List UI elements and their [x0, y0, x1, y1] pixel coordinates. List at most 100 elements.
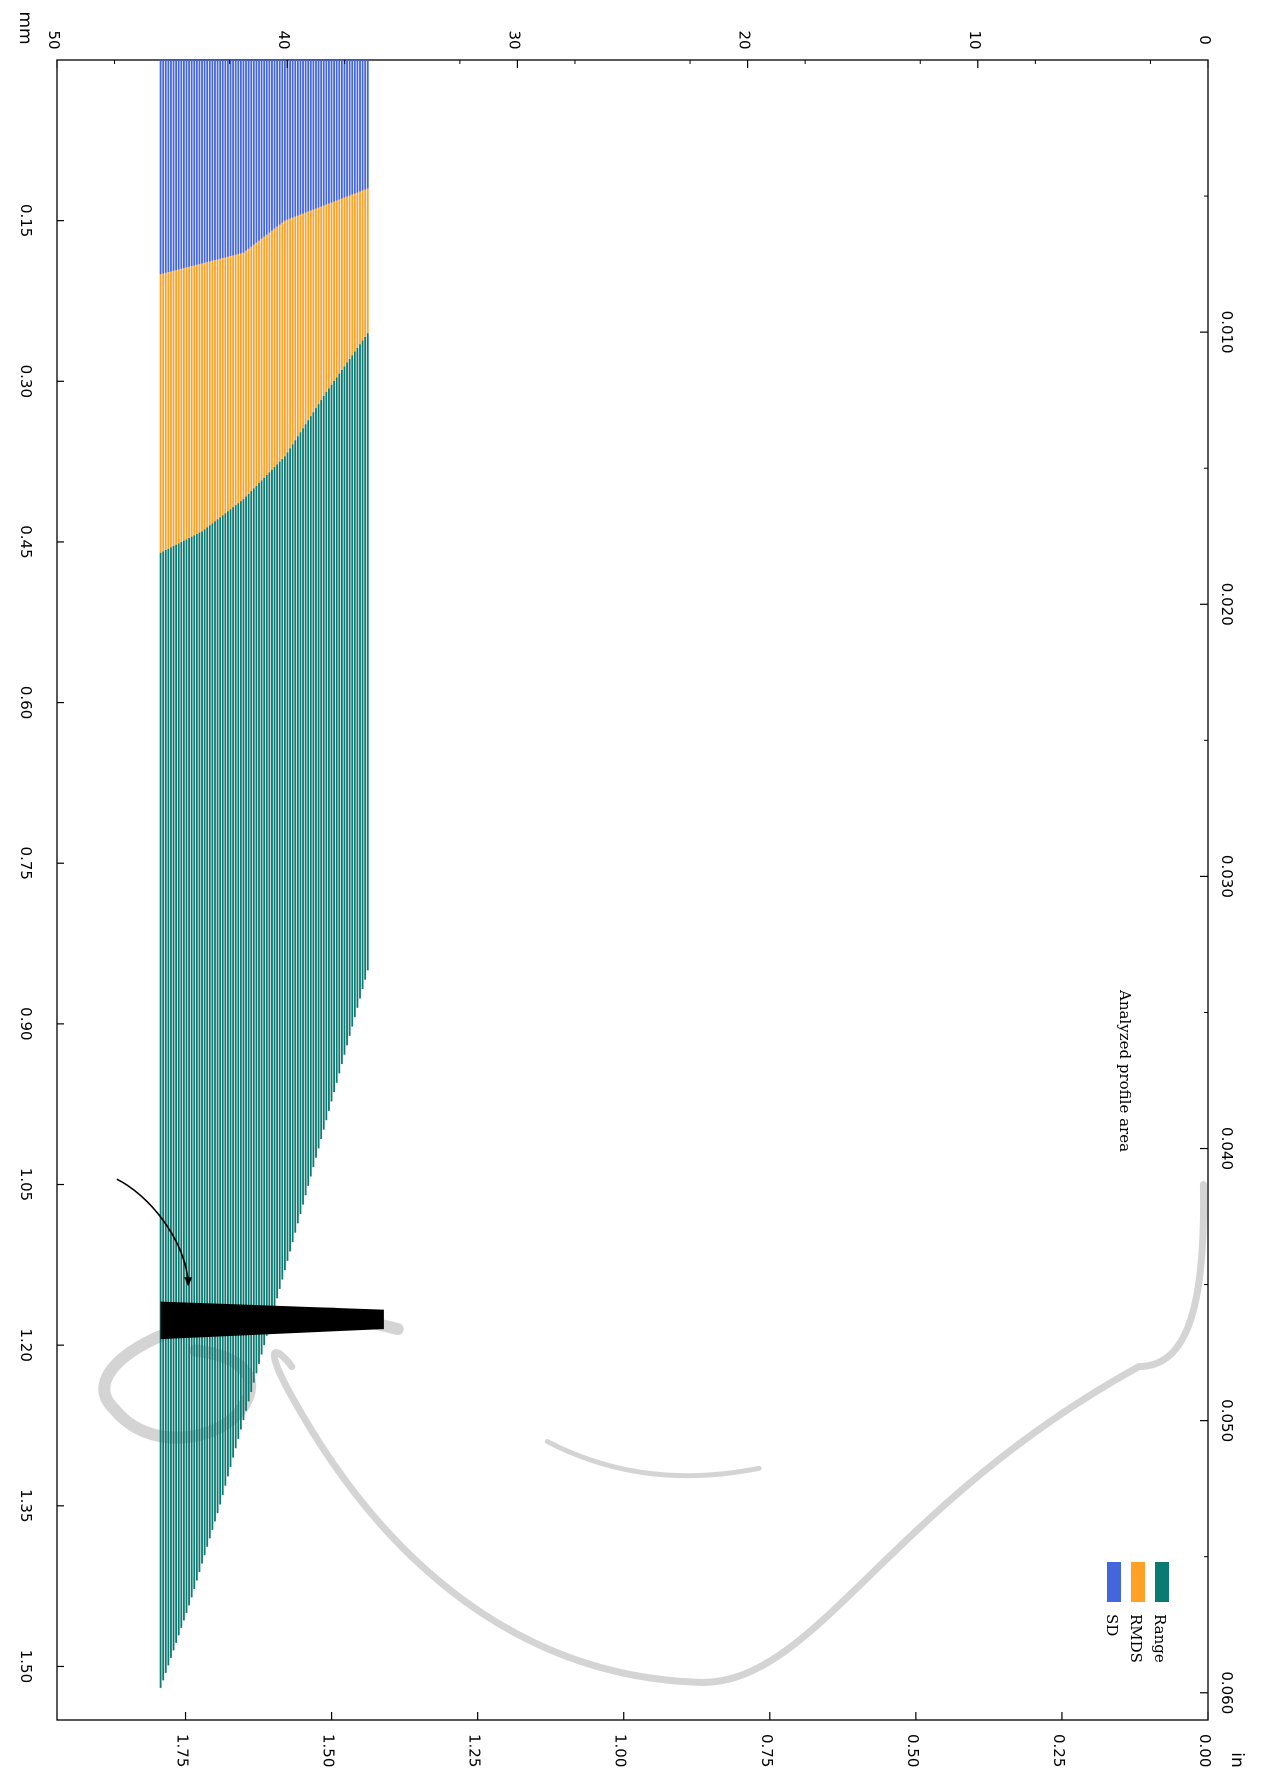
bar-rmds-segment	[271, 230, 273, 470]
bar-rmds-segment	[309, 210, 312, 417]
mm-axis-label: mm	[15, 11, 35, 44]
analyzed-profile-area	[160, 1301, 384, 1340]
bar-sd-segment	[190, 60, 193, 267]
bar-sd-segment	[335, 60, 338, 201]
bar-range-segment	[224, 513, 227, 1486]
mm-value-axis-tick-label: 10	[966, 30, 984, 49]
bar-rmds-segment	[317, 207, 320, 405]
bar-rmds-segment	[162, 273, 165, 552]
bar-rmds-segment	[190, 266, 193, 537]
bar-sd-segment	[227, 60, 229, 257]
bar-sd-segment	[180, 60, 183, 269]
plot-frame	[56, 59, 1209, 1721]
bar-sd-segment	[162, 60, 165, 274]
bar-sd-segment	[271, 60, 273, 231]
in-axis-tick-label: 0.020	[1218, 583, 1236, 626]
bar-range-segment	[276, 464, 279, 1299]
in-axis-tick-label: 0.010	[1218, 311, 1236, 354]
bar-range-segment	[252, 488, 255, 1383]
mm-value-axis-tick-label: 40	[275, 30, 293, 49]
in-value-axis-tick-label: 0.25	[1050, 1734, 1068, 1767]
bar-sd-segment	[315, 60, 317, 209]
bar-rmds-segment	[164, 272, 167, 550]
bar-range-segment	[286, 452, 289, 1261]
bar-rmds-segment	[296, 215, 299, 437]
bar-sd-segment	[206, 60, 209, 263]
bar-sd-segment	[330, 60, 333, 203]
bar-rmds-segment	[333, 201, 336, 381]
annotation-text: Analyzed profile area	[1116, 989, 1134, 1152]
bar-sd-segment	[203, 60, 206, 263]
bar-rmds-segment	[299, 214, 302, 433]
bar-range-segment	[265, 475, 268, 1336]
bar-range-segment	[201, 531, 203, 1564]
bar-rmds-segment	[260, 238, 263, 481]
in-value-axis-tick-label: 1.25	[466, 1734, 484, 1767]
bar-sd-segment	[185, 60, 188, 268]
bar-rmds-segment	[252, 244, 255, 489]
bar-sd-segment	[294, 60, 297, 217]
bar-range-segment	[289, 448, 291, 1252]
bar-rmds-segment	[175, 270, 178, 545]
bar-sd-segment	[260, 60, 263, 239]
in-axis-label: in	[1227, 1752, 1247, 1768]
bar-rmds-segment	[364, 189, 367, 337]
legend: Range RMDS SD	[1103, 1562, 1169, 1663]
bar-rmds-segment	[221, 258, 224, 516]
bar-range-segment	[283, 456, 286, 1271]
in-value-axis-tick-label: 1.00	[612, 1734, 630, 1767]
annotation-arrowhead	[184, 1277, 193, 1287]
bar-sd-segment	[188, 60, 190, 267]
bar-rmds-segment	[278, 224, 281, 462]
bar-range-segment	[188, 537, 190, 1606]
bar-sd-segment	[338, 60, 341, 200]
bar-sd-segment	[193, 60, 196, 266]
bar-sd-segment	[195, 60, 198, 265]
bar-range-segment	[299, 432, 302, 1214]
annotation-group: Analyzed profile area	[116, 989, 1134, 1287]
bar-range-segment	[162, 551, 165, 1681]
bar-rmds-segment	[182, 268, 185, 541]
bar-range-segment	[245, 496, 247, 1411]
legend-swatch-rmds	[1131, 1562, 1145, 1602]
bar-rmds-segment	[208, 261, 211, 526]
bar-range-segment	[177, 543, 180, 1636]
bar-rmds-segment	[294, 216, 297, 441]
mm-axis-tick-label: 0.75	[17, 847, 35, 880]
bar-rmds-segment	[273, 228, 276, 467]
bar-sd-segment	[247, 60, 250, 249]
bar-range-segment	[335, 377, 338, 1083]
bar-sd-segment	[214, 60, 216, 261]
bar-rmds-segment	[172, 270, 175, 546]
bar-sd-segment	[170, 60, 172, 272]
bar-range-segment	[255, 485, 258, 1374]
bar-range-segment	[348, 358, 351, 1036]
bar-sd-segment	[302, 60, 304, 214]
bar-sd-segment	[245, 60, 247, 251]
bar-sd-segment	[276, 60, 279, 227]
bar-range-segment	[322, 396, 325, 1130]
bar-rmds-segment	[247, 248, 250, 494]
bar-range-segment	[296, 436, 299, 1224]
bar-rmds-segment	[307, 211, 310, 421]
mm-axis-tick-label: 0.90	[17, 1007, 35, 1040]
mm-axis-tick-label: 1.20	[17, 1328, 35, 1361]
bar-rmds-segment	[188, 266, 190, 538]
annotation-arrow	[116, 1178, 190, 1281]
bar-sd-segment	[182, 60, 185, 269]
bar-rmds-segment	[201, 263, 203, 532]
bar-sd-segment	[219, 60, 222, 259]
bar-rmds-segment	[206, 262, 209, 528]
bar-sd-segment	[366, 60, 369, 189]
bar-range-segment	[271, 469, 273, 1318]
bar-rmds-segment	[356, 192, 359, 348]
bar-sd-segment	[356, 60, 359, 193]
bar-rmds-segment	[346, 196, 348, 363]
mm-value-axis-tick-label: 20	[736, 30, 754, 49]
bar-sd-segment	[273, 60, 276, 229]
bar-range-segment	[364, 336, 367, 980]
bar-rmds-segment	[351, 194, 354, 356]
bar-sd-segment	[348, 60, 351, 196]
bar-sd-segment	[172, 60, 175, 271]
